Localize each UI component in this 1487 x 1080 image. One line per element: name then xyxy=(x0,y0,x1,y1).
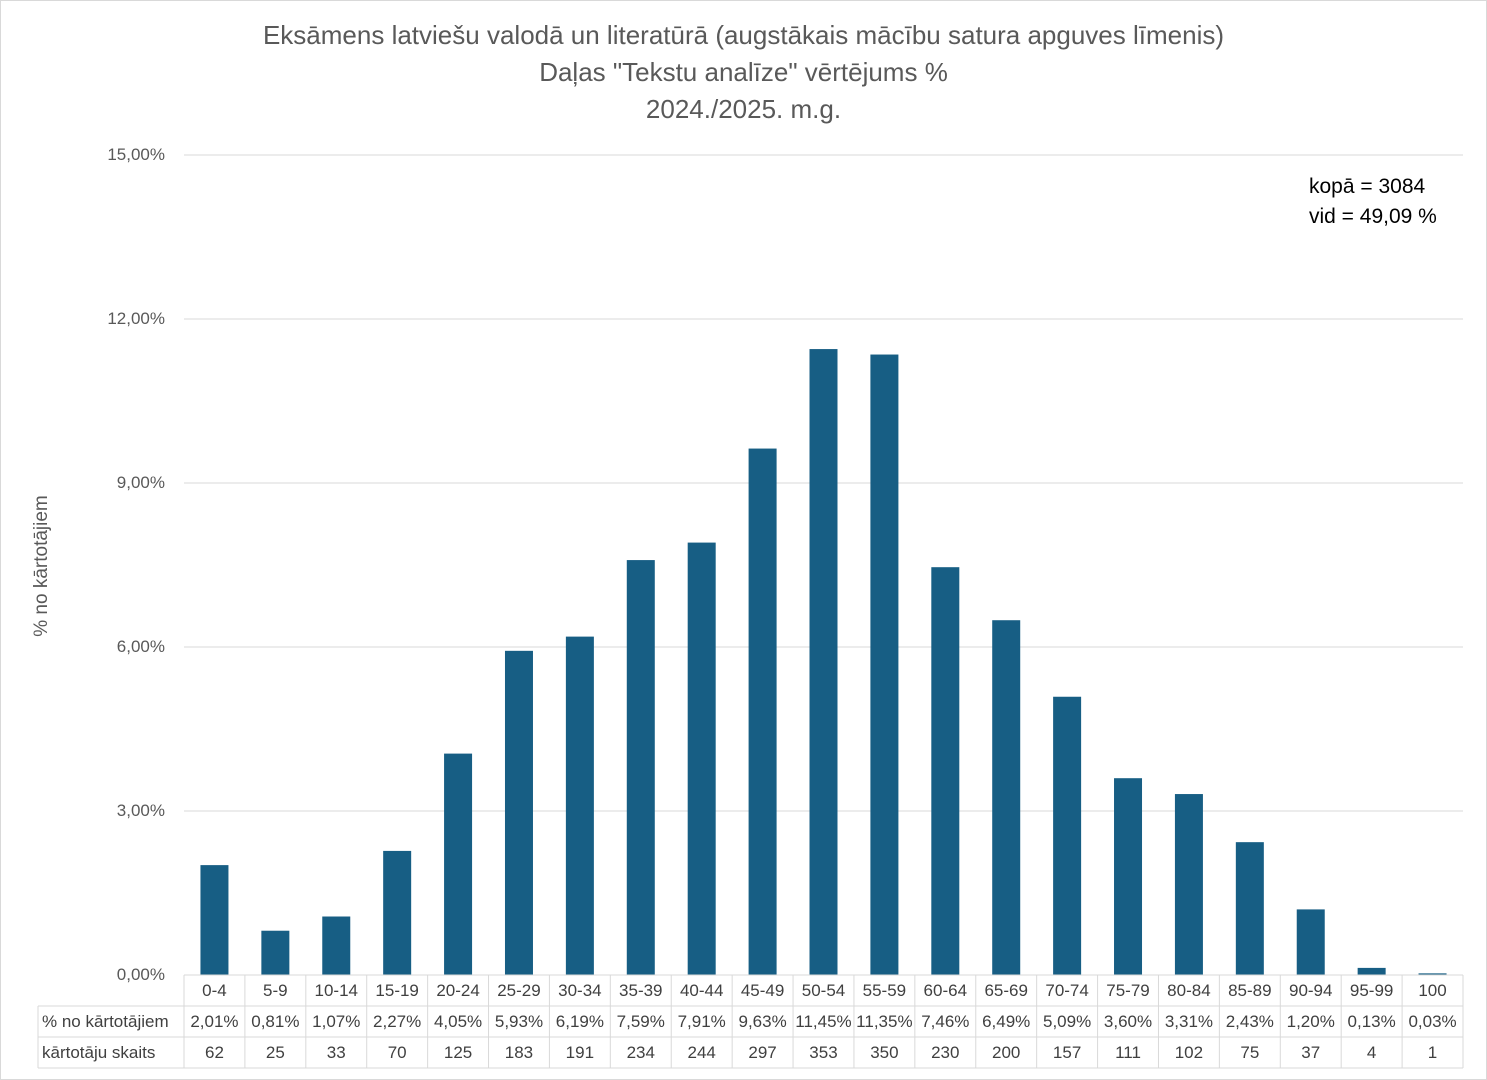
bar-55-59 xyxy=(870,354,899,975)
x-tick-label: 100 xyxy=(1418,981,1447,1000)
x-tick-label: 85-89 xyxy=(1228,981,1272,1000)
table-cell-count: 230 xyxy=(931,1043,960,1062)
table-cell-count: 191 xyxy=(565,1043,595,1062)
bar-30-34 xyxy=(565,636,594,975)
bar-70-74 xyxy=(1053,696,1082,975)
bar-50-54 xyxy=(809,349,838,976)
table-cell-count: 234 xyxy=(626,1043,655,1062)
y-tick-label: 12,00% xyxy=(107,309,165,328)
bar-5-9 xyxy=(261,930,290,975)
table-cell-percent: 6,49% xyxy=(982,1012,1031,1031)
table-cell-count: 157 xyxy=(1052,1043,1082,1062)
table-cell-percent: 2,01% xyxy=(190,1012,239,1031)
chart-subtitle-year: 2024./2025. m.g. xyxy=(645,94,842,124)
y-tick-label: 9,00% xyxy=(116,473,165,492)
average-annotation: vid = 49,09 % xyxy=(1309,205,1437,228)
x-tick-label: 20-24 xyxy=(436,981,480,1000)
bar-75-79 xyxy=(1114,778,1143,975)
table-cell-percent: 9,63% xyxy=(738,1012,787,1031)
table-cell-percent: 5,93% xyxy=(494,1012,544,1031)
table-cell-count: 1 xyxy=(1427,1043,1438,1062)
bar-0-4 xyxy=(200,865,229,975)
x-tick-label: 15-19 xyxy=(375,981,419,1000)
table-cell-count: 350 xyxy=(870,1043,899,1062)
x-tick-label: 35-39 xyxy=(619,981,663,1000)
table-cell-count: 200 xyxy=(992,1043,1021,1062)
table-cell-percent: 2,27% xyxy=(373,1012,422,1031)
table-cell-percent: 2,43% xyxy=(1225,1012,1274,1031)
table-cell-percent: 11,35% xyxy=(856,1012,913,1031)
table-row-label-percent: % no kārtotājiem xyxy=(42,1012,169,1031)
table-cell-count: 353 xyxy=(809,1043,838,1062)
bar-100 xyxy=(1418,973,1447,975)
chart-title: Eksāmens latviešu valodā un literatūrā (… xyxy=(262,20,1225,50)
bar-35-39 xyxy=(626,560,655,975)
x-tick-label: 70-74 xyxy=(1045,981,1089,1000)
table-cell-percent: 1,07% xyxy=(312,1012,361,1031)
table-cell-count: 125 xyxy=(443,1043,473,1062)
table-cell-count: 102 xyxy=(1174,1043,1204,1062)
y-tick-label: 3,00% xyxy=(116,801,165,820)
table-cell-percent: 0,81% xyxy=(251,1012,300,1031)
bar-65-69 xyxy=(992,620,1021,975)
table-cell-percent: 4,05% xyxy=(433,1012,483,1031)
table-cell-percent: 11,45% xyxy=(795,1012,852,1031)
table-cell-count: 25 xyxy=(265,1043,285,1062)
bar-40-44 xyxy=(687,542,716,975)
x-tick-label: 75-79 xyxy=(1106,981,1150,1000)
x-tick-label: 60-64 xyxy=(923,981,968,1000)
total-count-annotation: kopā = 3084 xyxy=(1309,175,1426,198)
table-cell-percent: 7,59% xyxy=(616,1012,665,1031)
x-tick-label: 90-94 xyxy=(1288,981,1333,1000)
bar-85-89 xyxy=(1235,842,1264,975)
x-tick-label: 25-29 xyxy=(497,981,541,1000)
table-cell-count: 183 xyxy=(504,1043,534,1062)
bar-10-14 xyxy=(322,916,351,975)
x-tick-label: 30-34 xyxy=(558,981,602,1000)
bar-45-49 xyxy=(748,448,777,975)
bar-15-19 xyxy=(383,850,412,975)
table-cell-count: 75 xyxy=(1240,1043,1260,1062)
x-tick-label: 0-4 xyxy=(202,981,227,1000)
table-cell-count: 33 xyxy=(326,1043,346,1062)
table-cell-count: 297 xyxy=(748,1043,777,1062)
y-tick-label: 6,00% xyxy=(116,637,165,656)
y-tick-label: 15,00% xyxy=(107,145,165,164)
bar-80-84 xyxy=(1174,794,1203,975)
x-tick-label: 95-99 xyxy=(1349,981,1394,1000)
table-cell-count: 111 xyxy=(1115,1043,1141,1062)
table-cell-percent: 0,03% xyxy=(1408,1012,1457,1031)
x-tick-label: 50-54 xyxy=(801,981,846,1000)
table-cell-count: 244 xyxy=(687,1043,716,1062)
table-cell-percent: 5,09% xyxy=(1043,1012,1092,1031)
table-cell-count: 70 xyxy=(387,1043,407,1062)
table-cell-percent: 7,46% xyxy=(921,1012,970,1031)
y-tick-label: 0,00% xyxy=(116,965,165,984)
table-cell-count: 37 xyxy=(1301,1043,1321,1062)
chart-subtitle: Daļas "Tekstu analīze" vērtējums % xyxy=(539,57,948,87)
bar-90-94 xyxy=(1296,909,1325,975)
x-tick-label: 45-49 xyxy=(740,981,785,1000)
table-cell-count: 62 xyxy=(204,1043,224,1062)
table-cell-percent: 6,19% xyxy=(555,1012,604,1031)
x-tick-label: 10-14 xyxy=(314,981,358,1000)
table-cell-percent: 7,91% xyxy=(677,1012,726,1031)
x-tick-label: 5-9 xyxy=(263,981,288,1000)
table-cell-percent: 0,13% xyxy=(1347,1012,1396,1031)
summary-annotation: kopā = 3084 vid = 49,09 % xyxy=(1309,172,1437,232)
table-cell-percent: 3,31% xyxy=(1164,1012,1214,1031)
bar-60-64 xyxy=(931,567,960,975)
bar-20-24 xyxy=(444,753,473,975)
table-row-label-count: kārtotāju skaits xyxy=(42,1043,156,1062)
bar-95-99 xyxy=(1357,967,1386,975)
x-tick-label: 40-44 xyxy=(679,981,724,1000)
bar-25-29 xyxy=(504,650,533,975)
x-tick-label: 55-59 xyxy=(862,981,907,1000)
table-cell-percent: 1,20% xyxy=(1286,1012,1335,1031)
table-cell-count: 4 xyxy=(1366,1043,1377,1062)
table-cell-percent: 3,60% xyxy=(1103,1012,1153,1031)
x-tick-label: 80-84 xyxy=(1167,981,1211,1000)
x-tick-label: 65-69 xyxy=(984,981,1028,1000)
